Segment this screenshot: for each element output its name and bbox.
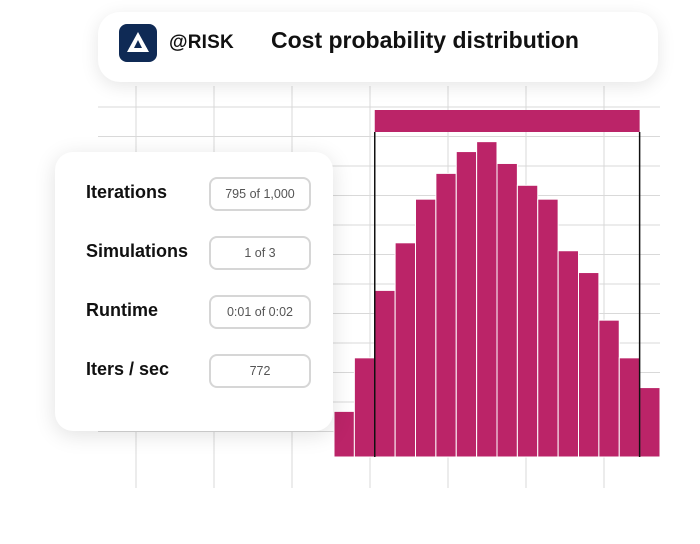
histogram-bar — [374, 289, 396, 458]
header-card — [98, 12, 658, 82]
histogram-bar — [435, 172, 457, 458]
histogram-bar — [618, 357, 641, 458]
stat-label-iters-per-sec: Iters / sec — [86, 359, 170, 379]
stat-label-simulations: Simulations — [86, 241, 189, 261]
stat-label-runtime: Runtime — [86, 300, 158, 320]
histogram-bar — [394, 242, 416, 458]
histogram-bar — [415, 198, 437, 458]
chart-title: Cost probability distribution — [271, 27, 579, 53]
stat-value-iters-per-sec: 772 — [209, 354, 311, 388]
histogram-bar — [578, 272, 600, 458]
arisk-logo-icon — [119, 24, 157, 62]
histogram-bar — [598, 319, 620, 458]
stat-label-iterations: Iterations — [86, 182, 168, 202]
histogram-bar — [639, 387, 661, 458]
range-band — [374, 110, 640, 132]
histogram-bar — [496, 162, 518, 458]
histogram-bar — [557, 250, 579, 458]
app-name: @RISK — [169, 32, 234, 53]
histogram-bar — [516, 184, 539, 458]
stat-value-iterations: 795 of 1,000 — [209, 177, 311, 211]
histogram-bar — [476, 141, 498, 458]
stat-value-simulations: 1 of 3 — [209, 236, 311, 270]
stat-value-runtime: 0:01 of 0:02 — [209, 295, 311, 329]
arisk-logo-glyph — [127, 32, 149, 52]
histogram-bar — [333, 410, 355, 458]
histogram-bar — [537, 198, 559, 458]
histogram-bar — [455, 151, 478, 458]
histogram-bar — [353, 357, 376, 458]
